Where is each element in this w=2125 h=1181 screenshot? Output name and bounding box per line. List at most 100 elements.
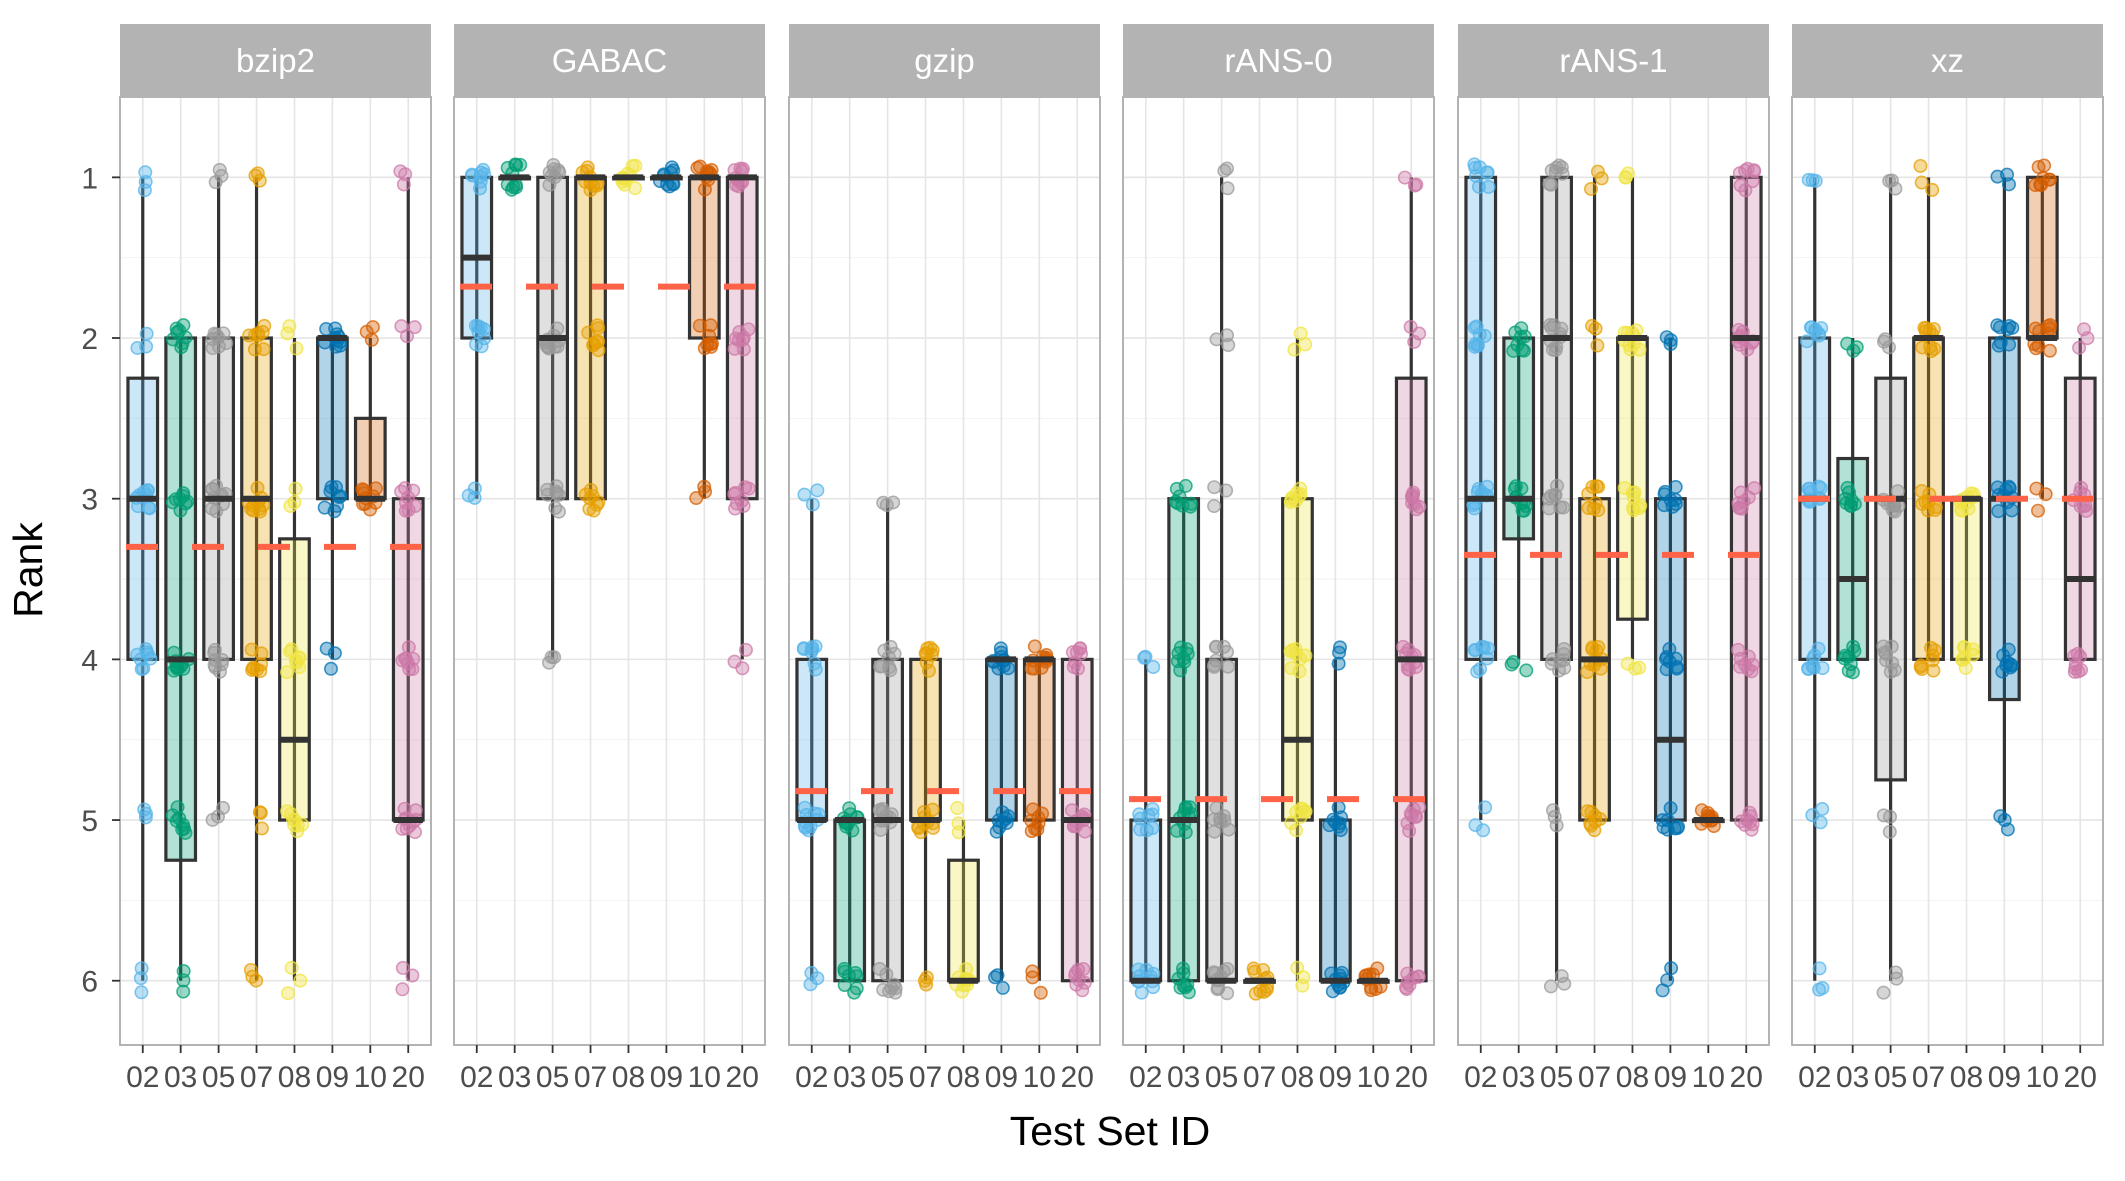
- data-point: [1407, 334, 1422, 349]
- data-point: [142, 501, 157, 516]
- x-tick-label: 07: [1912, 1061, 1945, 1094]
- data-point: [628, 158, 643, 173]
- data-point: [1132, 807, 1147, 822]
- data-point: [1331, 656, 1346, 671]
- x-tick-label: 10: [688, 1061, 721, 1094]
- data-point: [888, 981, 903, 996]
- data-point: [1545, 652, 1560, 667]
- box-09: [1653, 330, 1687, 998]
- box-iqr: [1616, 336, 1649, 621]
- data-point: [397, 801, 412, 816]
- data-point: [875, 802, 890, 817]
- data-point: [1506, 655, 1521, 670]
- data-point: [1812, 961, 1827, 976]
- data-point: [1506, 343, 1521, 358]
- panel-border: [1791, 96, 2104, 1046]
- data-point: [395, 960, 410, 975]
- data-point: [1585, 479, 1600, 494]
- data-point: [1799, 334, 1814, 349]
- data-point: [1814, 321, 1829, 336]
- data-point: [1179, 642, 1194, 657]
- data-point: [1409, 177, 1424, 192]
- data-point: [1878, 332, 1893, 347]
- box-08: [1950, 486, 1983, 675]
- data-point: [1543, 318, 1558, 333]
- x-tick-label: 02: [126, 1061, 159, 1094]
- data-point: [134, 985, 149, 1000]
- data-point: [810, 971, 825, 986]
- panel-border: [788, 96, 1101, 1046]
- data-point: [1467, 157, 1482, 172]
- x-tick-label: 05: [1205, 1061, 1238, 1094]
- box-iqr: [278, 537, 311, 822]
- data-point: [2004, 503, 2019, 518]
- data-point: [1731, 642, 1746, 657]
- data-point: [1406, 485, 1421, 500]
- data-point: [1024, 813, 1039, 828]
- panel-background: [120, 97, 431, 1045]
- data-point: [1207, 480, 1222, 495]
- data-point: [1657, 487, 1672, 502]
- data-point: [290, 818, 305, 833]
- data-point: [207, 642, 222, 657]
- data-point: [246, 661, 261, 676]
- x-tick-label: 02: [1129, 1061, 1162, 1094]
- box-09: [315, 321, 349, 676]
- data-point: [921, 663, 936, 678]
- data-point: [1137, 650, 1152, 665]
- data-point: [1476, 823, 1491, 838]
- data-point: [208, 175, 223, 190]
- box-05: [1540, 158, 1574, 994]
- data-point: [1625, 485, 1640, 500]
- panel-rans-1: rANS-1 02 03 05 07 08 09 10 20: [1457, 24, 1770, 1094]
- box-iqr: [1729, 175, 1763, 822]
- data-point: [808, 662, 823, 677]
- data-point: [1131, 962, 1146, 977]
- panel-rans-0: rANS-0 02 03 05 07 08 09 10 20: [1122, 24, 1435, 1094]
- data-point: [211, 330, 226, 345]
- data-point: [734, 494, 749, 509]
- box-iqr: [833, 818, 867, 983]
- box-iqr: [1205, 657, 1239, 983]
- data-point: [879, 498, 894, 513]
- box-10: [1691, 803, 1725, 834]
- data-point: [1801, 172, 1816, 187]
- box-iqr: [164, 336, 198, 862]
- data-point: [500, 160, 515, 175]
- x-axis-title: Test Set ID: [1010, 1108, 1211, 1154]
- panel-gabac: GABAC 02 03 05 07 08 09 10 20: [453, 24, 766, 1094]
- x-tick-label: 09: [1988, 1061, 2021, 1094]
- x-tick-label: 03: [164, 1061, 197, 1094]
- data-point: [139, 326, 154, 341]
- data-point: [176, 489, 191, 504]
- data-point: [1847, 644, 1862, 659]
- data-point: [1178, 801, 1193, 816]
- data-point: [999, 816, 1014, 831]
- strip-bg: [1123, 24, 1434, 96]
- data-point: [1216, 639, 1231, 654]
- x-tick-label: 20: [1061, 1061, 1094, 1094]
- data-point: [1470, 664, 1485, 679]
- data-point: [178, 496, 193, 511]
- box-iqr: [1022, 657, 1056, 822]
- data-point: [1399, 981, 1414, 996]
- data-point: [406, 651, 421, 666]
- data-point: [1553, 500, 1568, 515]
- data-point: [209, 504, 224, 519]
- data-point: [1207, 659, 1222, 674]
- box-iqr: [1318, 818, 1352, 983]
- data-point: [849, 969, 864, 984]
- data-point: [796, 641, 811, 656]
- x-tick-label: 07: [240, 1061, 273, 1094]
- data-point: [1476, 640, 1491, 655]
- x-tick-label: 07: [1578, 1061, 1611, 1094]
- data-point: [1401, 642, 1416, 657]
- data-point: [808, 639, 823, 654]
- data-point: [253, 805, 268, 820]
- data-point: [280, 665, 295, 680]
- data-point: [394, 319, 409, 334]
- x-tick-label: 02: [460, 1061, 493, 1094]
- box-07: [909, 640, 942, 992]
- x-tick-label: 07: [574, 1061, 607, 1094]
- data-point: [1588, 496, 1603, 511]
